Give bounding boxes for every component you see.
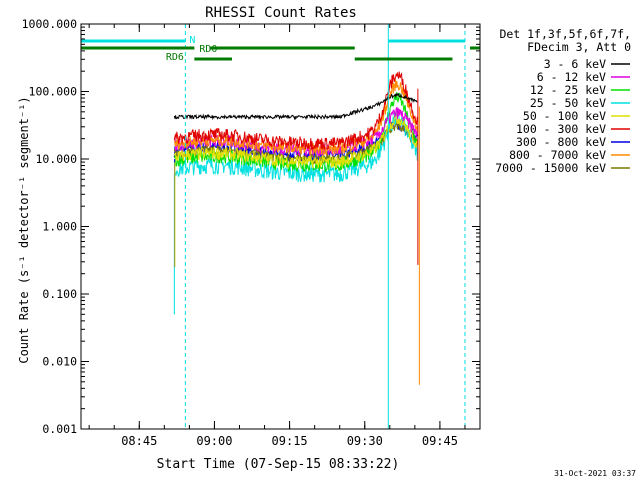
x-tick-label: 08:45 [121, 434, 157, 448]
legend-entry-label: 50 - 100 keV [523, 109, 606, 123]
series-line-5 [173, 71, 418, 151]
legend-entry-label: 7000 - 15000 keV [495, 161, 606, 175]
legend-entry-label: 3 - 6 keV [544, 57, 606, 71]
legend-entry-label: 25 - 50 keV [530, 96, 606, 110]
timestamp: 31-Oct-2021 03:37 [554, 469, 636, 478]
axes: 0.001 0.010 0.100 1.000 10.000 100.000 1000.00… [22, 17, 481, 448]
series-line-4 [173, 112, 418, 169]
x-axis-label: Start Time (07-Sep-15 08:33:22) [157, 457, 400, 472]
legend-header-line-1: Det 1f,3f,5f,6f,7f, [499, 27, 631, 41]
x-tick-label: 09:30 [347, 434, 383, 448]
legend-entry-label: 100 - 300 keV [516, 122, 606, 136]
y-tick-label: 1000.000 [22, 17, 77, 31]
chart-title: RHESSI Count Rates [205, 5, 357, 21]
legend-entry-label: 6 - 12 keV [537, 70, 606, 84]
y-tick-label: 10.000 [35, 152, 77, 166]
legend-entry-label: 12 - 25 keV [530, 83, 606, 97]
legend-entry-label: 300 - 800 keV [516, 135, 606, 149]
y-tick-label: 0.010 [42, 355, 77, 369]
rd0-label: RD0 [199, 44, 217, 55]
x-tick-label: 09:45 [422, 434, 458, 448]
night-label: N [189, 35, 195, 46]
x-tick-label: 09:00 [196, 434, 232, 448]
legend-entry-label: 800 - 7000 keV [509, 148, 606, 162]
y-axis-label: Count Rate (s⁻¹ detector⁻¹ segment⁻¹) [17, 96, 31, 363]
legend-header-line-2: FDecim 3, Att 0 [527, 40, 631, 54]
y-tick-label: 100.000 [29, 85, 78, 99]
y-tick-label: 0.001 [42, 422, 77, 436]
y-tick-label: 0.100 [42, 287, 77, 301]
legend-header: Det 1f,3f,5f,6f,7f, FDecim 3, Att 0 [499, 27, 631, 54]
plot-area: N RD0 RD6 [81, 24, 480, 429]
x-tick-label: 09:15 [272, 434, 308, 448]
series-line-0 [173, 92, 418, 121]
y-tick-label: 1.000 [42, 220, 77, 234]
series-line-3 [173, 110, 418, 183]
rd6-label: RD6 [166, 52, 184, 63]
